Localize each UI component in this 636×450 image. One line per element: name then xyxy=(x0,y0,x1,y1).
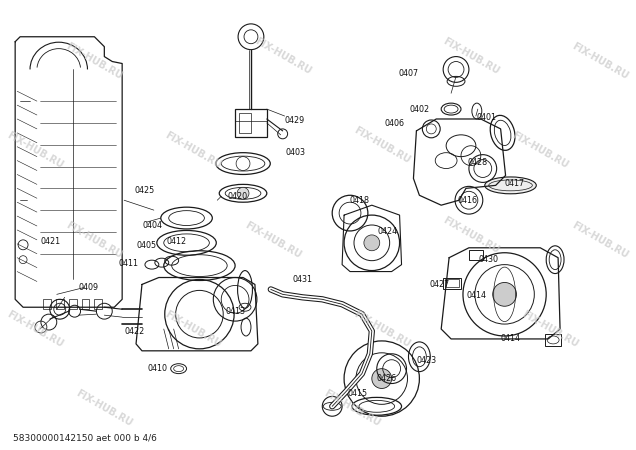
Text: FIX-HUB.RU: FIX-HUB.RU xyxy=(5,309,65,349)
Bar xyxy=(235,109,267,137)
Bar xyxy=(56,299,64,309)
Text: 0426: 0426 xyxy=(377,374,397,383)
Text: FIX-HUB.RU: FIX-HUB.RU xyxy=(163,130,223,171)
Text: FIX-HUB.RU: FIX-HUB.RU xyxy=(352,309,411,349)
Text: 0424: 0424 xyxy=(378,227,398,236)
Text: 0406: 0406 xyxy=(385,119,404,128)
Bar xyxy=(81,299,90,309)
Text: FIX-HUB.RU: FIX-HUB.RU xyxy=(570,220,630,260)
Text: 0401: 0401 xyxy=(477,112,497,122)
Text: 0407: 0407 xyxy=(399,69,418,78)
Text: FIX-HUB.RU: FIX-HUB.RU xyxy=(74,388,134,428)
Text: 0431: 0431 xyxy=(293,275,312,284)
Text: 0417: 0417 xyxy=(504,179,525,188)
Text: 0409: 0409 xyxy=(79,283,99,292)
Text: 0422: 0422 xyxy=(124,327,144,336)
Text: 0412: 0412 xyxy=(167,237,187,246)
Text: 0428: 0428 xyxy=(468,158,488,167)
Text: 0414: 0414 xyxy=(501,334,521,343)
Text: FIX-HUB.RU: FIX-HUB.RU xyxy=(163,309,223,349)
Bar xyxy=(443,278,461,289)
Text: 0405: 0405 xyxy=(136,241,156,250)
Circle shape xyxy=(237,187,249,199)
Text: 0404: 0404 xyxy=(143,220,163,230)
Text: FIX-HUB.RU: FIX-HUB.RU xyxy=(570,41,630,82)
Text: FIX-HUB.RU: FIX-HUB.RU xyxy=(243,220,303,260)
Ellipse shape xyxy=(485,177,536,194)
Text: FIX-HUB.RU: FIX-HUB.RU xyxy=(5,130,65,171)
Text: FIX-HUB.RU: FIX-HUB.RU xyxy=(352,126,411,166)
Text: FIX-HUB.RU: FIX-HUB.RU xyxy=(64,41,125,82)
Bar xyxy=(94,299,102,309)
Bar xyxy=(69,299,76,309)
Text: 0416: 0416 xyxy=(457,196,477,205)
Text: 0415: 0415 xyxy=(347,389,367,398)
Text: 58300000142150 aet 000 b 4/6: 58300000142150 aet 000 b 4/6 xyxy=(13,433,157,442)
Text: 0402: 0402 xyxy=(410,104,429,113)
Text: 0411: 0411 xyxy=(118,259,138,268)
Bar xyxy=(43,299,51,309)
Bar xyxy=(545,334,561,346)
Text: 0423: 0423 xyxy=(417,356,436,365)
Bar xyxy=(239,113,251,133)
Text: FIX-HUB.RU: FIX-HUB.RU xyxy=(441,36,501,77)
Bar xyxy=(445,279,459,288)
Text: 0413: 0413 xyxy=(225,307,245,316)
Circle shape xyxy=(372,369,392,388)
Bar xyxy=(469,250,483,260)
Text: 0403: 0403 xyxy=(286,148,306,157)
Text: 0410: 0410 xyxy=(148,364,168,373)
Circle shape xyxy=(493,283,516,306)
Text: 0429: 0429 xyxy=(285,117,305,126)
Text: FIX-HUB.RU: FIX-HUB.RU xyxy=(520,309,580,349)
Text: 0421: 0421 xyxy=(41,237,61,246)
Text: 0414: 0414 xyxy=(467,291,487,300)
Text: 0420: 0420 xyxy=(227,192,247,201)
Text: FIX-HUB.RU: FIX-HUB.RU xyxy=(252,36,313,77)
Text: FIX-HUB.RU: FIX-HUB.RU xyxy=(441,215,501,255)
Circle shape xyxy=(364,235,380,251)
Text: 0427: 0427 xyxy=(429,280,450,289)
Text: FIX-HUB.RU: FIX-HUB.RU xyxy=(510,130,570,171)
Text: FIX-HUB.RU: FIX-HUB.RU xyxy=(64,220,125,260)
Text: 0418: 0418 xyxy=(349,196,369,205)
Text: 0425: 0425 xyxy=(134,186,155,195)
Text: 0430: 0430 xyxy=(479,255,499,264)
Text: FIX-HUB.RU: FIX-HUB.RU xyxy=(322,388,382,428)
